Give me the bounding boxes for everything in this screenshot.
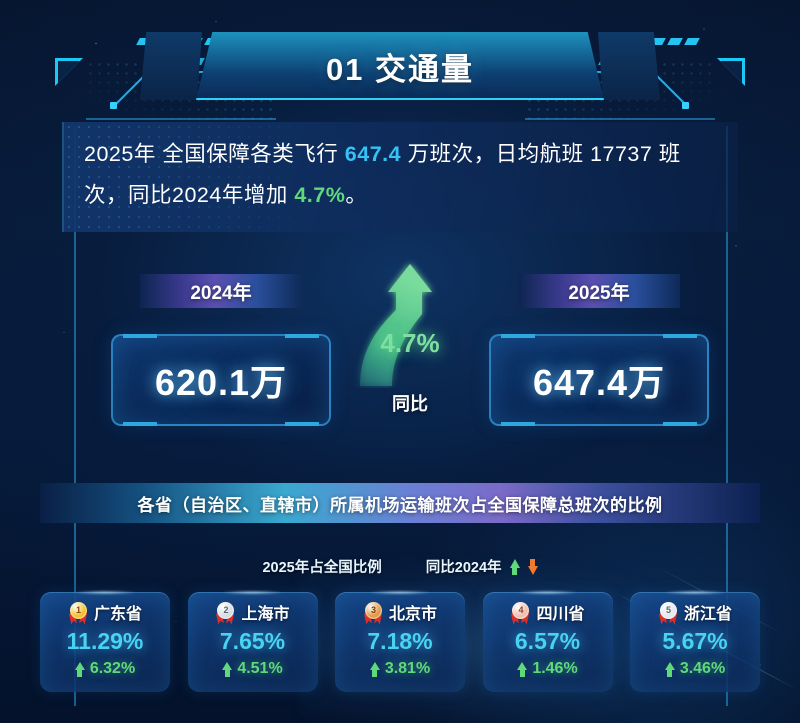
banner-wing-right — [598, 32, 660, 100]
arrow-up-icon — [74, 661, 85, 677]
frame-line-top-left — [86, 118, 276, 120]
panel-dots-decoration — [64, 122, 738, 232]
year-label-2025: 2025年 — [518, 274, 680, 308]
ranking-card-row: 1 广东省 11.29% 6.32% 2 上海市 7.65% 4.51% 3 北京市 7.18% 3.… — [40, 592, 760, 692]
card-notch — [663, 334, 697, 338]
intro-segment-2: 万班次，日均航班 17737 班次，同比2024年增加 — [84, 142, 681, 207]
slant-bars-decoration — [598, 58, 641, 65]
rank-card-header: 4 四川省 — [489, 600, 607, 624]
yoy-delta-value: 6.32% — [89, 660, 136, 677]
medal-icon: 1 — [68, 601, 89, 623]
rank-card-header: 2 上海市 — [194, 600, 312, 624]
share-percent: 11.29% — [66, 628, 144, 654]
corner-bracket-icon — [55, 58, 83, 86]
corner-bracket-icon — [717, 58, 745, 86]
legend-share-label: 2025年占全国比例 — [262, 560, 382, 576]
intro-statement: 2025年 全国保障各类飞行 647.4 万班次，日均航班 17737 班次，同… — [84, 134, 724, 216]
arrow-up-icon — [509, 558, 520, 575]
province-name: 广东省 — [93, 606, 142, 623]
share-percent: 6.57% — [514, 628, 581, 654]
card-notch — [123, 422, 157, 426]
growth-arrow-container — [352, 258, 468, 388]
card-notch — [663, 422, 697, 426]
province-name: 四川省 — [536, 606, 585, 623]
legend-item-yoy: 同比2024年 — [426, 556, 538, 577]
card-notch — [285, 422, 319, 426]
medal-icon: 5 — [658, 601, 679, 623]
arrow-up-icon — [222, 661, 233, 677]
share-percent: 7.65% — [219, 628, 286, 654]
arrow-up-icon — [517, 661, 528, 677]
legend-yoy-label: 同比2024年 — [425, 560, 502, 576]
card-notch — [501, 334, 535, 338]
medal-rank-number: 3 — [364, 601, 382, 619]
slant-bars-decoration — [616, 38, 700, 45]
yoy-delta-value: 1.46% — [532, 660, 578, 677]
yoy-label: 同比 — [392, 394, 428, 414]
yoy-growth-percent: 4.7% — [380, 328, 440, 358]
value-2025: 647.4万 — [532, 362, 666, 403]
value-card-2025: 647.4万 — [489, 334, 709, 426]
intro-segment-3: 。 — [345, 183, 368, 207]
share-percent: 5.67% — [662, 628, 728, 654]
medal-rank-number: 4 — [512, 601, 530, 619]
yoy-delta: 4.51% — [194, 660, 312, 678]
value-2024: 620.1万 — [154, 362, 288, 403]
value-card-2024: 620.1万 — [111, 334, 331, 426]
section-banner — [196, 32, 604, 100]
chart-legend: 2025年占全国比例 同比2024年 — [0, 556, 800, 577]
intro-panel — [62, 122, 738, 232]
arrow-up-icon — [664, 661, 675, 677]
section-subtitle-bar: 各省（自治区、直辖市）所属机场运输班次占全国保障总班次的比例 — [40, 483, 760, 523]
rank-card-3[interactable]: 3 北京市 7.18% 3.81% — [335, 592, 465, 692]
yoy-delta: 3.81% — [341, 660, 459, 678]
intro-growth-pct: 4.7% — [294, 183, 346, 207]
rank-card-4[interactable]: 4 四川省 6.57% 1.46% — [482, 592, 613, 692]
medal-icon: 2 — [215, 601, 236, 623]
rank-card-1[interactable]: 1 广东省 11.29% 6.32% — [40, 592, 170, 692]
medal-rank-number: 1 — [69, 601, 87, 619]
card-notch — [285, 334, 319, 338]
rank-card-header: 5 浙江省 — [636, 600, 754, 624]
yoy-delta-value: 3.46% — [679, 660, 726, 677]
yoy-delta: 1.46% — [489, 660, 607, 678]
province-name: 北京市 — [388, 606, 437, 623]
year-label-2024: 2024年 — [140, 274, 302, 308]
intro-segment-1: 2025年 全国保障各类飞行 — [84, 142, 345, 166]
banner-wing-left — [140, 32, 202, 100]
rank-card-header: 3 北京市 — [341, 600, 459, 624]
frame-line-top-right — [525, 118, 715, 120]
card-notch — [123, 334, 157, 338]
section-subtitle-text: 各省（自治区、直辖市）所属机场运输班次占全国保障总班次的比例 — [137, 495, 663, 515]
yoy-delta-value: 3.81% — [384, 660, 431, 677]
yoy-delta: 6.32% — [46, 660, 164, 678]
circuit-node-dot — [110, 102, 117, 109]
up-arrow-icon — [360, 264, 432, 386]
medal-rank-number: 2 — [217, 601, 235, 619]
yoy-delta-value: 4.51% — [237, 660, 283, 677]
card-notch — [501, 422, 535, 426]
rank-card-header: 1 广东省 — [46, 600, 164, 624]
medal-icon: 4 — [510, 601, 531, 623]
province-name: 浙江省 — [683, 606, 732, 623]
circuit-node-dot — [682, 102, 689, 109]
medal-icon: 3 — [363, 601, 384, 623]
medal-rank-number: 5 — [659, 601, 677, 619]
page-title: 01 交通量 — [325, 51, 475, 87]
rank-card-5[interactable]: 5 浙江省 5.67% 3.46% — [630, 592, 760, 692]
arrow-down-icon — [527, 558, 538, 575]
yoy-delta: 3.46% — [636, 660, 754, 678]
rank-card-2[interactable]: 2 上海市 7.65% 4.51% — [187, 592, 318, 692]
province-name: 上海市 — [241, 606, 290, 623]
share-percent: 7.18% — [367, 628, 433, 654]
arrow-up-icon — [369, 661, 380, 677]
legend-item-share: 2025年占全国比例 — [262, 556, 381, 577]
intro-flights-total: 647.4 — [344, 142, 402, 166]
